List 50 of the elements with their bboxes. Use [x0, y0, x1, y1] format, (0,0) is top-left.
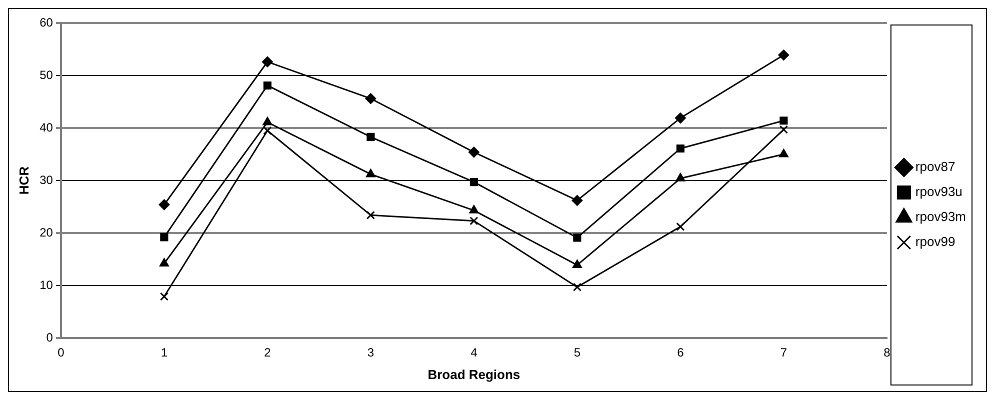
point: [779, 125, 788, 134]
point: [365, 93, 376, 104]
point: [262, 56, 273, 68]
point: [676, 172, 686, 182]
x-axis-title: Broad Regions: [428, 366, 520, 382]
point: [780, 116, 788, 125]
point: [572, 194, 583, 206]
x-tick-label: 0: [58, 346, 65, 360]
point: [676, 222, 685, 231]
y-tick-label: 50: [40, 68, 54, 82]
point: [262, 116, 272, 126]
point: [160, 233, 168, 242]
legend-label: rpov93u: [915, 184, 962, 200]
point: [263, 81, 272, 90]
point: [160, 292, 168, 301]
legend-label: rpov99: [915, 234, 956, 250]
legend-label: rpov87: [915, 159, 956, 174]
point: [470, 216, 478, 226]
point: [778, 50, 790, 61]
x-tick-label: 4: [470, 346, 478, 360]
point: [674, 112, 686, 124]
y-tick-label: 60: [40, 15, 54, 30]
point: [468, 146, 480, 158]
x-tick-label: 8: [884, 346, 891, 360]
point: [263, 126, 272, 135]
legend-label: rpov93m: [915, 209, 966, 224]
x-tick-label: 1: [160, 346, 168, 360]
point: [469, 204, 479, 214]
point: [572, 282, 582, 292]
y-tick-label: 40: [40, 120, 54, 134]
y-tick-label: 0: [46, 330, 54, 344]
y-axis-title: HCR: [16, 166, 32, 195]
x-tick-label: 7: [780, 346, 788, 360]
point: [778, 148, 789, 158]
x-tick-label: 3: [367, 346, 374, 360]
y-tick-label: 20: [40, 225, 54, 240]
point: [572, 260, 582, 268]
point: [159, 258, 170, 266]
point: [573, 234, 582, 242]
point: [158, 199, 170, 210]
point: [366, 168, 376, 178]
point: [470, 178, 478, 186]
x-tick-label: 6: [677, 346, 684, 360]
x-tick-label: 2: [264, 346, 272, 360]
point: [366, 132, 375, 141]
x-tick-label: 5: [574, 346, 581, 360]
point: [676, 144, 684, 153]
y-tick-label: 30: [40, 172, 54, 187]
y-tick-label: 10: [40, 278, 54, 292]
point: [366, 210, 375, 220]
